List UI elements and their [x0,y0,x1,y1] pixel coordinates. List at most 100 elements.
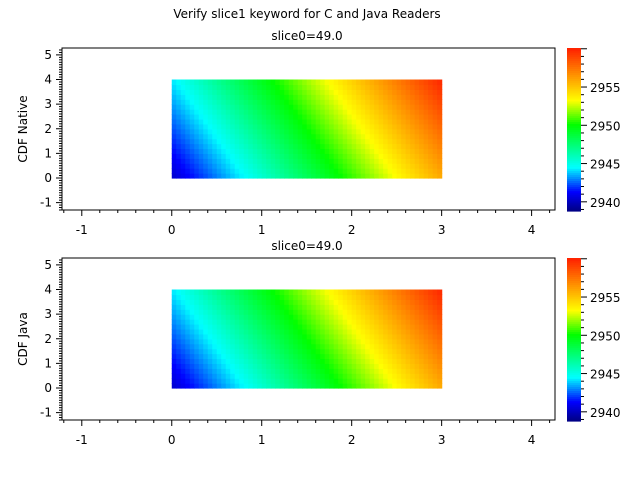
heatmap-cell [252,143,258,150]
heatmap-cell [185,163,191,169]
heatmap-cell [180,99,186,105]
heatmap-cell [351,304,357,310]
heatmap-cell [221,158,227,164]
heatmap-cell [360,89,366,95]
heatmap-cell [225,158,231,164]
heatmap-cell [239,309,245,315]
heatmap-cell [189,314,195,320]
heatmap-cell [320,338,326,345]
heatmap-cell [261,104,267,110]
heatmap-cell [342,84,348,90]
heatmap-cell [221,109,227,115]
heatmap-cell [329,338,335,345]
heatmap-cell [428,363,434,369]
heatmap-cell [252,348,258,355]
heatmap-cell [356,89,362,95]
heatmap-cell [414,168,420,174]
heatmap-cell [270,168,276,174]
heatmap-cell [279,299,285,305]
heatmap-cell [432,358,438,364]
heatmap-cell [437,163,443,169]
heatmap-cell [252,304,258,310]
heatmap-cell [342,118,348,125]
heatmap-cell [225,323,231,330]
heatmap-cell [248,309,254,315]
heatmap-cell [414,378,420,384]
heatmap-cell [419,104,425,110]
heatmap-cell [234,338,240,345]
heatmap-cell [414,158,420,164]
heatmap-cell [302,294,308,300]
heatmap-cell [432,118,438,125]
heatmap-cell [230,373,236,379]
heatmap-cell [230,84,236,90]
heatmap-cell [423,373,429,379]
heatmap-cell [401,104,407,110]
colorbar-segment [567,290,581,294]
heatmap-cell [234,123,240,130]
heatmap-cell [261,309,267,315]
heatmap-cell [365,299,371,305]
heatmap-cell [342,314,348,320]
heatmap-cell [423,79,429,86]
colorbar-segment [567,48,581,51]
heatmap-cell [383,168,389,174]
heatmap-cell [378,143,384,150]
heatmap-cell [270,104,276,110]
heatmap-cell [275,333,281,340]
heatmap-cell [194,373,200,379]
heatmap-cell [293,99,299,105]
heatmap-cell [180,343,186,350]
heatmap-cell [293,138,299,145]
heatmap-cell [225,148,231,154]
heatmap-cell [324,328,330,335]
heatmap-cell [216,168,222,174]
heatmap-cell [171,99,177,105]
heatmap-cell [176,378,182,384]
colorbar-segment [567,349,581,353]
heatmap-cell [342,309,348,315]
heatmap-cell [171,373,177,379]
heatmap-cell [185,323,191,330]
heatmap-cell [311,173,317,179]
heatmap-cell [230,289,236,296]
heatmap-cell [410,94,416,100]
heatmap-cell [203,368,209,374]
heatmap-cell [212,109,218,115]
heatmap-cell [437,138,443,145]
heatmap-cell [212,333,218,340]
heatmap-cell [239,138,245,145]
heatmap-cell [270,123,276,130]
heatmap-cell [360,348,366,355]
heatmap-cell [432,89,438,95]
heatmap-cell [212,84,218,90]
heatmap-cell [414,128,420,135]
heatmap-cell [347,333,353,340]
heatmap-cell [198,319,204,325]
heatmap-cell [401,138,407,145]
heatmap-cell [329,383,335,389]
heatmap-cell [338,314,344,320]
heatmap-cell [306,368,312,374]
heatmap-cell [194,319,200,325]
heatmap-cell [257,89,263,95]
heatmap-cell [284,109,290,115]
heatmap-cell [261,314,267,320]
heatmap-cell [401,89,407,95]
heatmap-cell [365,168,371,174]
heatmap-cell [315,373,321,379]
heatmap-cell [297,343,303,350]
heatmap-cell [180,104,186,110]
heatmap-cell [414,94,420,100]
colorbar-segment [567,368,581,371]
colorbar-segment [567,54,581,57]
colorbar-segment [567,160,581,163]
heatmap-cell [198,138,204,145]
heatmap-cell [369,309,375,315]
heatmap-cell [293,158,299,164]
heatmap-cell [333,338,339,345]
heatmap-cell [266,294,272,300]
heatmap-cell [275,138,281,145]
heatmap-cell [306,299,312,305]
heatmap-cell [248,363,254,369]
